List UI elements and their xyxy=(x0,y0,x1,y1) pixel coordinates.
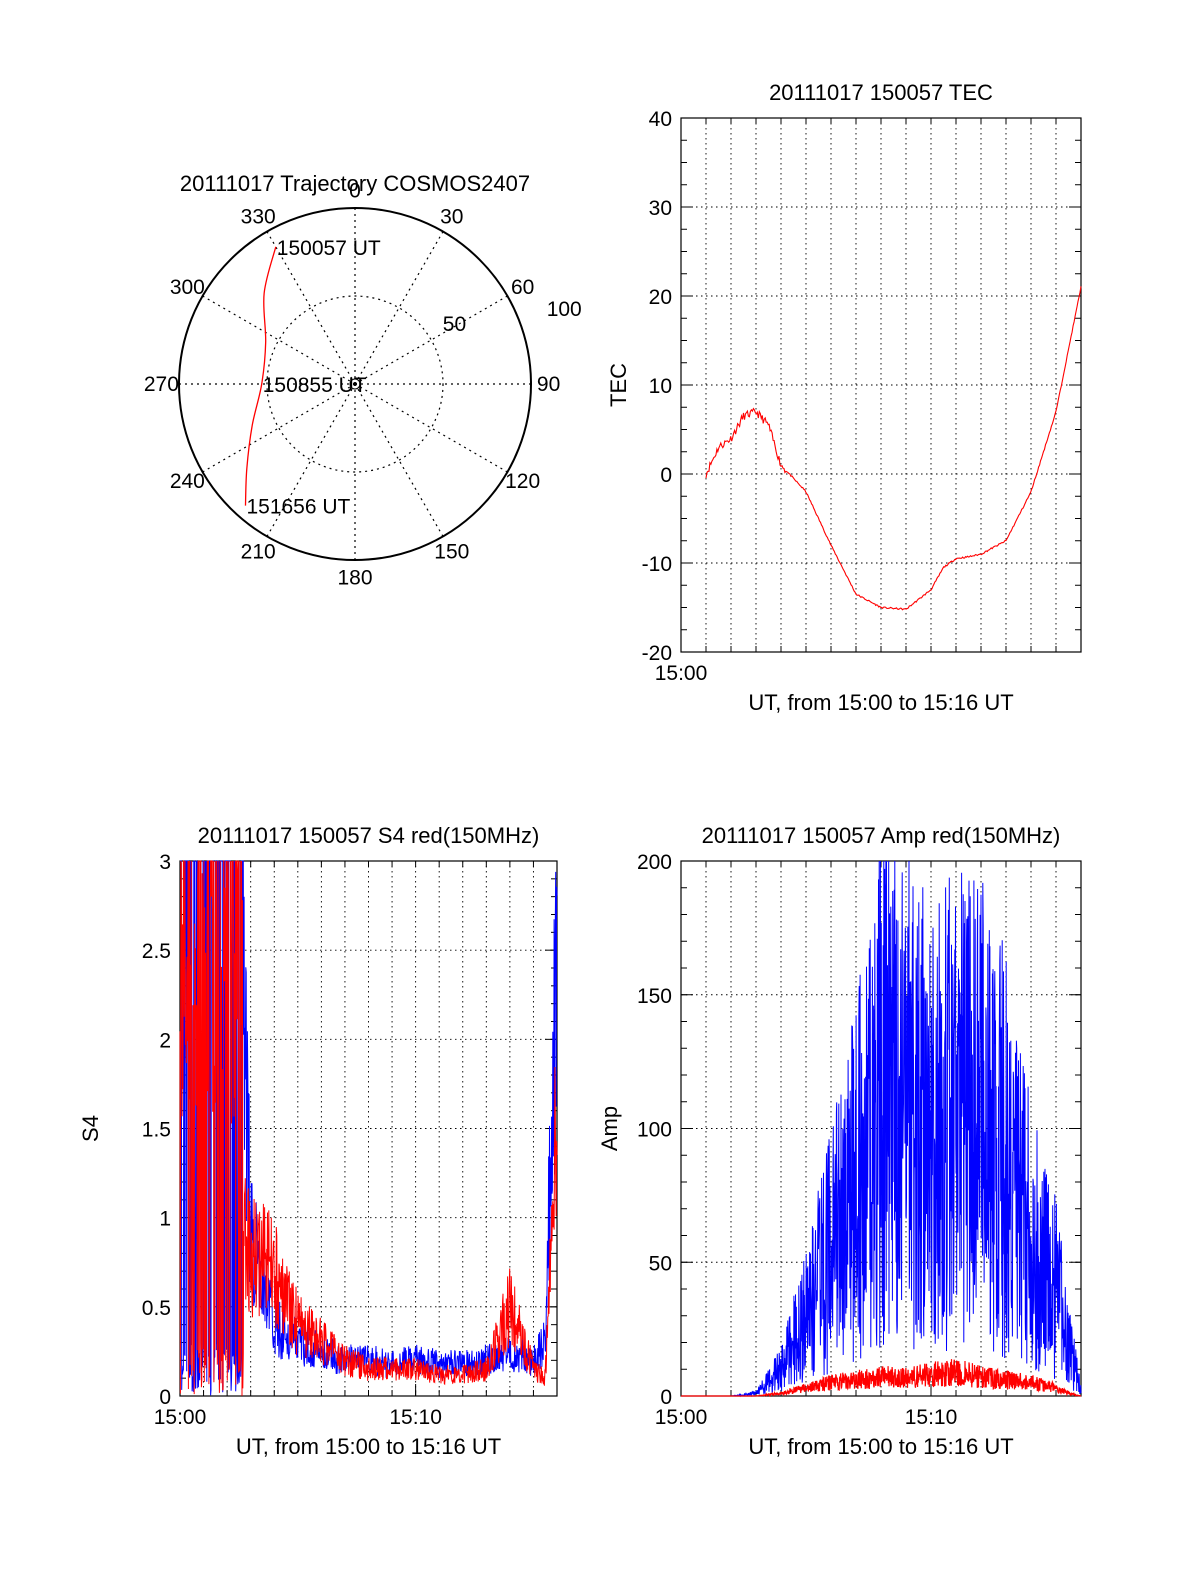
polar-ring-50 xyxy=(266,295,444,473)
polar-azimuth-label: 210 xyxy=(241,541,276,564)
y-tick-label: 0 xyxy=(660,464,672,487)
polar-azimuth-label: 330 xyxy=(241,205,276,228)
y-tick-label: 50 xyxy=(649,1252,672,1275)
x-tick-label: 15:10 xyxy=(389,1406,442,1429)
x-tick-label: 15:00 xyxy=(655,662,708,685)
y-axis-label: TEC xyxy=(606,363,631,407)
y-tick-label: -20 xyxy=(642,642,672,665)
y-tick-label: 2 xyxy=(159,1029,171,1052)
x-axis-label: UT, from 15:00 to 15:16 UT xyxy=(236,1434,501,1459)
trajectory-annotation: 150855 UT xyxy=(263,374,367,397)
polar-azimuth-label: 240 xyxy=(170,470,205,493)
y-tick-label: 10 xyxy=(649,375,672,398)
polar-azimuth-label: 300 xyxy=(170,276,205,299)
trajectory-line xyxy=(244,246,277,506)
plot-frame xyxy=(680,117,1082,653)
polar-azimuth-label: 120 xyxy=(505,470,540,493)
polar-outer-circle xyxy=(178,207,532,561)
y-axis-label: S4 xyxy=(78,1115,103,1142)
chart-title: 20111017 150057 Amp red(150MHz) xyxy=(702,823,1061,848)
polar-azimuth-label: 0 xyxy=(349,179,361,202)
y-tick-label: 2.5 xyxy=(142,940,171,963)
amp-series-line xyxy=(681,1359,1082,1398)
polar-radius-label: 100 xyxy=(547,298,582,321)
polar-azimuth-label: 270 xyxy=(144,373,179,396)
x-tick-label: 15:10 xyxy=(905,1406,958,1429)
polar-azimuth-label: 30 xyxy=(440,205,463,228)
amp-chart: 20111017 150057 Amp red(150MHz) 0 50 100 150… xyxy=(597,823,1082,1459)
y-tick-label: 100 xyxy=(637,1119,672,1142)
tec-chart: 20111017 150057 TEC -20 -10 0 10 20 30 40 15:00 U… xyxy=(606,80,1082,715)
chart-title: 20111017 150057 TEC xyxy=(769,80,993,105)
x-tick-label: 15:00 xyxy=(655,1406,708,1429)
amp-series-line xyxy=(681,860,1082,1398)
s4-series-line xyxy=(179,860,558,1396)
trajectory-annotation: 150057 UT xyxy=(277,237,381,260)
y-tick-label: 150 xyxy=(637,985,672,1008)
polar-azimuth-label: 60 xyxy=(511,276,534,299)
polar-radius-label: 50 xyxy=(443,313,466,336)
y-tick-label: 1 xyxy=(159,1208,171,1231)
trajectory-annotation: 151656 UT xyxy=(246,496,350,519)
polar-title: 20111017 Trajectory COSMOS2407 xyxy=(180,171,530,196)
y-tick-label: 40 xyxy=(649,108,672,131)
s4-chart: 20111017 150057 S4 red(150MHz) 0 0.5 1 1.5 2 2… xyxy=(78,823,558,1459)
plot-frame xyxy=(680,860,1082,1397)
polar-azimuth-label: 90 xyxy=(537,373,560,396)
y-tick-label: 0.5 xyxy=(142,1297,171,1320)
chart-title: 20111017 150057 S4 red(150MHz) xyxy=(198,823,540,848)
y-tick-label: -10 xyxy=(642,553,672,576)
y-axis-label: Amp xyxy=(597,1106,622,1151)
y-tick-label: 0 xyxy=(159,1386,171,1409)
y-tick-label: 30 xyxy=(649,197,672,220)
tec-series-line xyxy=(705,286,1082,611)
y-tick-label: 200 xyxy=(637,851,672,874)
y-tick-label: 1.5 xyxy=(142,1119,171,1142)
polar-center xyxy=(349,378,361,390)
polar-azimuth-label: 180 xyxy=(337,567,372,590)
x-tick-label: 15:00 xyxy=(154,1406,207,1429)
x-axis-label: UT, from 15:00 to 15:16 UT xyxy=(748,1434,1013,1459)
y-tick-label: 0 xyxy=(660,1386,672,1409)
y-tick-label: 20 xyxy=(649,286,672,309)
y-tick-label: 3 xyxy=(159,851,171,874)
x-axis-label: UT, from 15:00 to 15:16 UT xyxy=(748,690,1013,715)
polar-azimuth-label: 150 xyxy=(434,541,469,564)
